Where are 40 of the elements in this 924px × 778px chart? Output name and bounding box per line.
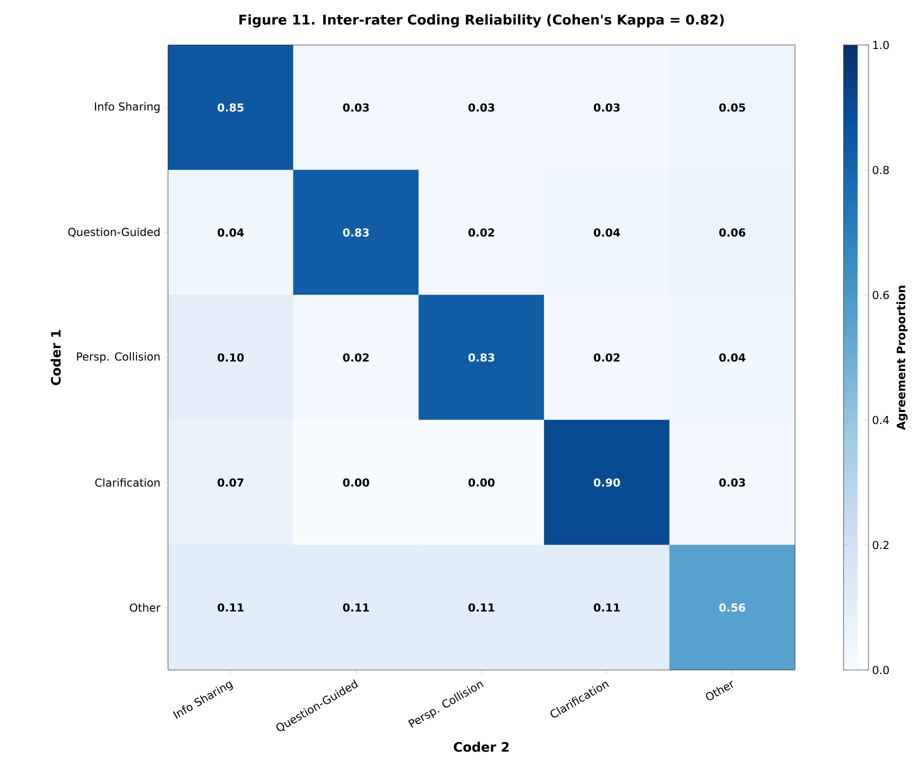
data-label: 0.04 [594,228,620,237]
data-label: 0.03 [343,103,369,112]
data-label: 0.85 [218,103,244,112]
x-axis-title: Coder 2 [454,742,509,752]
data-label: 0.02 [343,353,369,362]
color-bar-label: 0.8 [872,166,889,174]
y-tick-label: Info Sharing [95,102,160,113]
color-bar-label: 0.6 [872,290,889,300]
color-bar-label: 0.4 [872,416,889,424]
data-label: 0.11 [594,603,620,612]
data-label: 0.90 [594,478,620,487]
data-label: 0.06 [719,228,746,237]
data-label: 0.83 [468,353,494,362]
data-label: 0.04 [719,353,746,362]
data-label: 0.02 [468,228,494,237]
color-bar-label: 1.0 [873,40,889,50]
data-label: 0.11 [343,603,369,612]
data-label: 0.56 [719,603,746,612]
data-label: 0.05 [719,103,746,112]
y-tick-label: Question-Guided [68,228,160,238]
data-label: 0.83 [343,228,369,237]
data-label: 0.00 [468,478,495,487]
data-label: 0.00 [343,478,370,487]
y-axis-title: Coder 1 [50,330,61,386]
y-tick-label: Persp. Collision [77,352,160,363]
data-label: 0.04 [218,228,244,237]
data-label: 0.02 [594,353,620,362]
y-tick-label: Clarification [95,478,160,487]
data-label: 0.03 [594,103,620,112]
data-label: 0.10 [218,353,244,362]
data-label: 0.07 [218,478,244,487]
color-bar-label: 0.0 [872,666,889,674]
color-bar-title: Agreement Proportion [896,286,908,430]
chart-title: Figure 11. Inter-rater Coding Reliability (Cohen's Kappa = 0.82) [239,14,724,28]
data-label: 0.03 [468,103,494,112]
data-label: 0.03 [719,478,745,487]
y-tick-label: Other [130,603,160,612]
data-label: 0.11 [218,603,244,612]
color-bar-label: 0.2 [872,540,888,550]
data-label: 0.11 [468,603,494,612]
